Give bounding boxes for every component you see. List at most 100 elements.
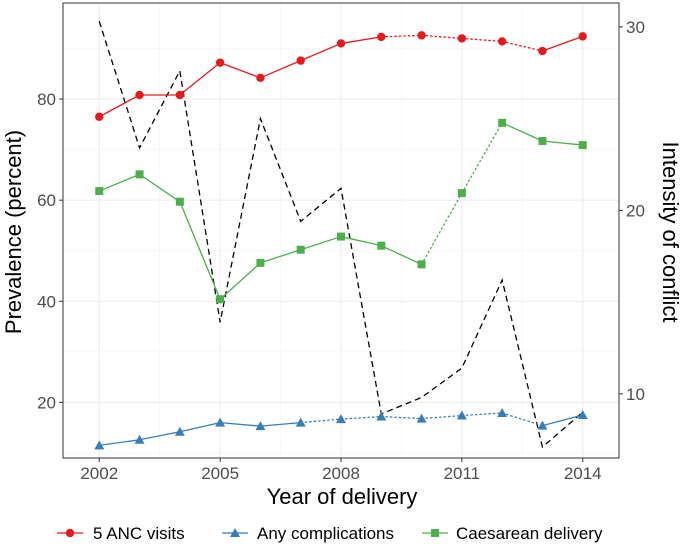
complications-point: [295, 417, 306, 427]
anc-line-segment: [179, 62, 221, 96]
complications-point: [255, 421, 266, 431]
conflict-intensity-line: [98, 21, 584, 449]
anc-point: [417, 31, 426, 40]
complications-point: [456, 410, 467, 420]
caesarean-point: [95, 187, 104, 196]
legend-key-caesarean-marker: [431, 529, 439, 537]
caesarean-line-segment: [98, 173, 141, 192]
anc-point: [377, 32, 386, 42]
anc-line-segment: [259, 59, 302, 79]
anc-point: [538, 46, 547, 56]
caesarean-point: [135, 170, 144, 179]
anc-line-segment: [380, 34, 423, 38]
y2-axis-title: Intensity of conflict: [658, 142, 683, 323]
caesarean-line-segment: [501, 122, 544, 142]
anc-point: [336, 39, 346, 48]
x-tick-label: 2014: [564, 464, 602, 483]
anc-line-segment: [541, 35, 584, 52]
complications-line-segment: [380, 415, 423, 420]
complications-line-segment: [98, 439, 141, 447]
caesarean-line-segment: [138, 173, 181, 203]
legend-key-complications-marker: [230, 528, 240, 537]
anc-line-segment: [340, 36, 382, 45]
caesarean-line-segment: [541, 140, 584, 146]
x-tick-label: 2002: [80, 464, 118, 483]
legend-item-anc: 5 ANC visits: [57, 524, 185, 543]
legend-item-caesarean: Caesarean delivery: [422, 524, 603, 543]
caesarean-point: [175, 197, 184, 206]
anc-line-segment: [300, 42, 342, 62]
anc-point: [175, 90, 185, 100]
complications-point: [94, 440, 105, 450]
caesarean-point: [457, 189, 466, 198]
caesarean-line-segment: [380, 245, 423, 266]
complications-line-segment: [219, 421, 262, 427]
complications-point: [376, 411, 387, 421]
anc-line-segment: [98, 94, 141, 118]
complications-line-segment: [179, 421, 221, 433]
complications-point: [497, 408, 508, 418]
anc-point: [95, 112, 104, 121]
y2-tick-label: 10: [626, 385, 645, 404]
x-axis-title: Year of delivery: [267, 484, 418, 509]
complications-point: [174, 426, 185, 436]
complications-point: [215, 417, 226, 427]
series-markers: [94, 31, 588, 450]
complications-point: [134, 434, 145, 444]
anc-point: [135, 90, 144, 100]
anc-point: [256, 73, 265, 83]
x-tick-label: 2011: [444, 464, 481, 483]
caesarean-line-segment: [259, 249, 302, 264]
complications-point: [537, 420, 548, 430]
anc-line-segment: [219, 62, 262, 79]
y-axis-title: Prevalence (percent): [1, 130, 26, 334]
caesarean-line-segment: [219, 262, 262, 300]
legend-label-complications: Any complications: [257, 524, 394, 543]
complications-line-segment: [138, 431, 181, 441]
axes: 2002 2005 2008 2011 2014 20 40 60 80 10 20 30: [37, 18, 645, 483]
legend-label-caesarean: Caesarean delivery: [456, 524, 603, 543]
complications-line-segment: [461, 412, 503, 417]
caesarean-point: [337, 232, 345, 241]
anc-point: [578, 32, 587, 41]
anc-point: [457, 34, 467, 43]
legend-label-anc: 5 ANC visits: [93, 524, 185, 543]
caesarean-point: [216, 295, 225, 304]
caesarean-line-segment: [420, 192, 463, 266]
y2-tick-label: 30: [626, 18, 645, 37]
y-tick-label: 80: [37, 90, 56, 109]
y-tick-label: 20: [37, 393, 56, 412]
caesarean-point: [256, 258, 265, 267]
caesarean-point: [296, 245, 305, 254]
complications-point: [336, 414, 346, 424]
series-lines: [98, 34, 584, 447]
grid: [63, 3, 619, 458]
complications-point: [416, 413, 427, 423]
legend: 5 ANC visits Any complications Caesarean…: [57, 524, 603, 543]
caesarean-line-segment: [179, 201, 221, 300]
caesarean-line-segment: [461, 122, 503, 194]
x-tick-label: 2008: [322, 464, 360, 483]
caesarean-point: [538, 137, 547, 146]
y-tick-label: 40: [37, 292, 56, 311]
complications-line-segment: [541, 414, 584, 427]
anc-point: [497, 37, 507, 46]
caesarean-point: [377, 241, 386, 250]
caesarean-line-segment: [300, 235, 342, 251]
complications-point: [577, 410, 588, 420]
complications-line-segment: [340, 415, 382, 420]
caesarean-point: [417, 260, 426, 269]
legend-key-anc-marker: [65, 528, 75, 538]
y-tick-label: 60: [37, 191, 56, 210]
complications-line-segment: [259, 421, 302, 427]
caesarean-point: [498, 118, 507, 127]
anc-point: [296, 56, 305, 65]
x-tick-label: 2005: [201, 464, 239, 483]
anc-point: [215, 58, 225, 67]
caesarean-line-segment: [340, 235, 382, 247]
conflict-series: [98, 21, 584, 449]
legend-item-complications: Any complications: [222, 524, 394, 543]
y2-tick-label: 20: [626, 201, 645, 220]
